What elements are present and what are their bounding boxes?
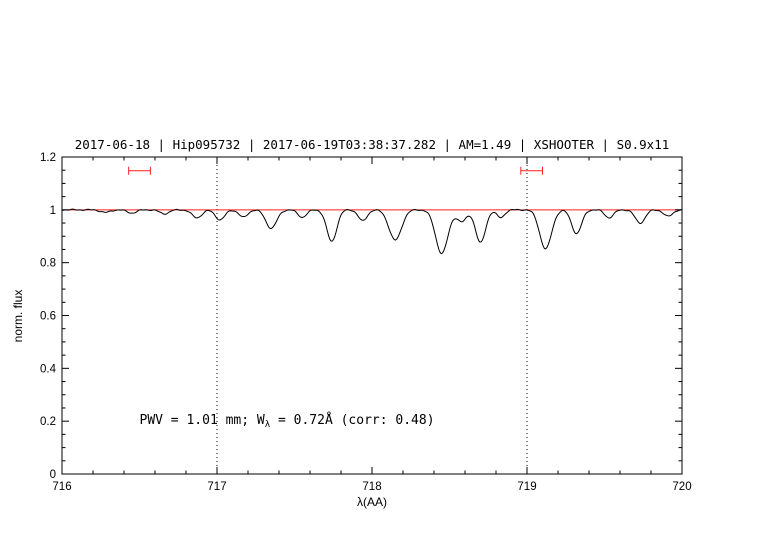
x-axis-label: λ(AA) [357, 495, 387, 509]
y-axis-label: norm. flux [11, 290, 25, 343]
y-tick-label: 1 [50, 205, 56, 217]
spectrum-layer [61, 208, 683, 255]
spectrum-line [61, 208, 683, 255]
x-tick-label: 716 [52, 481, 71, 493]
x-tick-label: 719 [517, 481, 536, 493]
range-markers-layer [128, 166, 543, 175]
x-tick-label: 717 [207, 481, 226, 493]
pwv-annotation-suffix: = 0.72Å (corr: 0.48) [270, 412, 434, 428]
pwv-annotation: PWV = 1.01 mm; Wλ = 0.72Å (corr: 0.48) [140, 412, 435, 430]
pwv-annotation-subscript: λ [265, 420, 271, 430]
pwv-annotation-prefix: PWV = 1.01 mm; W [140, 413, 265, 428]
x-tick-label: 720 [672, 481, 691, 493]
y-tick-label: 0.4 [40, 363, 57, 375]
x-tick-label: 718 [362, 481, 381, 493]
axis-ticks-layer [61, 156, 683, 475]
y-tick-label: 0.2 [40, 416, 56, 428]
y-tick-label: 0 [50, 469, 56, 481]
y-tick-label: 0.6 [40, 311, 56, 323]
tick-labels-layer: 716 717 718 719 720 0 0.2 0.4 0.6 0.8 1 1.2 [40, 152, 692, 493]
plot-title: 2017-06-18 | Hip095732 | 2017-06-19T03:3… [75, 137, 670, 152]
y-tick-label: 1.2 [40, 152, 56, 164]
y-tick-label: 0.8 [40, 258, 56, 270]
